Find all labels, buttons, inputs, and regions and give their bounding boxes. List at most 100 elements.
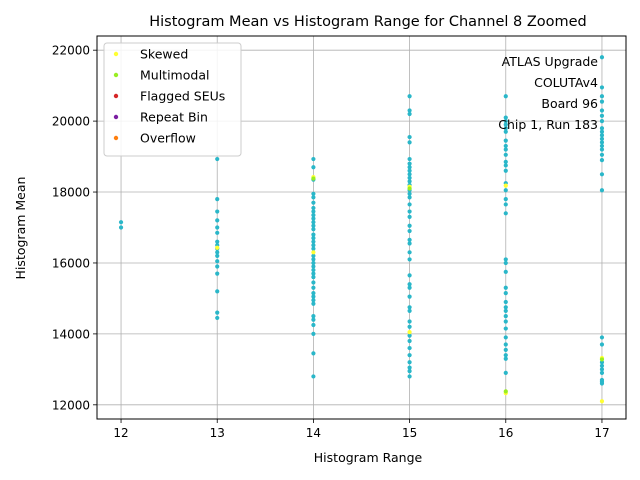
y-tick-label: 20000: [52, 115, 90, 129]
x-tick-label: 16: [498, 426, 513, 440]
data-point: [503, 314, 508, 319]
data-point: [503, 159, 508, 164]
data-point: [311, 216, 316, 221]
annotation-line: ATLAS Upgrade: [502, 54, 599, 69]
data-point: [503, 163, 508, 168]
data-point: [407, 168, 412, 173]
plot-frame: [96, 35, 627, 420]
y-axis-label: Histogram Mean: [13, 177, 28, 280]
x-axis-label: Histogram Range: [314, 450, 423, 465]
data-point: [503, 122, 508, 127]
y-tick-label: 16000: [52, 256, 90, 270]
x-tick-label: 15: [402, 426, 417, 440]
data-point: [599, 399, 605, 404]
data-point: [215, 230, 220, 235]
data-point: [311, 294, 316, 299]
data-point: [407, 161, 412, 166]
data-point: [311, 205, 316, 211]
data-point: [407, 223, 412, 228]
data-point: [503, 152, 508, 157]
x-tick-label: 12: [113, 426, 128, 440]
data-point: [407, 345, 412, 351]
data-point: [503, 319, 508, 324]
data-point: [599, 188, 605, 193]
data-point: [503, 326, 508, 331]
data-point: [407, 338, 412, 344]
data-point: [311, 220, 316, 225]
legend-marker: [113, 93, 119, 99]
data-point: [407, 209, 412, 214]
x-tick-label: 17: [594, 426, 609, 440]
data-point: [407, 250, 412, 255]
chart-title: Histogram Mean vs Histogram Range for Ch…: [149, 14, 587, 30]
data-point: [215, 259, 220, 264]
data-point: [407, 175, 412, 180]
legend-label: Overflow: [140, 131, 196, 146]
data-point: [215, 271, 220, 276]
data-point: [407, 305, 412, 310]
data-point: [599, 108, 605, 113]
data-point: [407, 186, 412, 191]
data-point: [311, 280, 316, 285]
data-point: [503, 353, 508, 358]
y-tick-label: 18000: [52, 186, 90, 200]
x-tick-label: 14: [306, 426, 321, 440]
data-point: [407, 319, 412, 324]
legend-marker: [113, 135, 119, 141]
data-point: [599, 126, 605, 131]
data-point: [503, 119, 508, 124]
data-point: [407, 172, 412, 177]
data-point: [311, 285, 316, 290]
annotation-line: COLUTAv4: [534, 75, 598, 90]
data-point: [407, 285, 412, 290]
data-point: [599, 342, 605, 347]
legend-marker: [113, 72, 119, 78]
y-tick-label: 22000: [52, 44, 90, 58]
data-point: [503, 285, 508, 290]
data-point: [503, 291, 508, 296]
legend-marker: [113, 114, 119, 120]
data-point: [407, 165, 412, 170]
data-point: [503, 335, 508, 340]
data-point: [311, 246, 316, 251]
y-tick-label: 14000: [52, 327, 90, 341]
data-point: [215, 218, 220, 223]
data-point: [311, 275, 316, 280]
data-point: [599, 140, 605, 145]
data-point: [215, 225, 220, 230]
data-point: [407, 94, 412, 99]
data-point: [503, 115, 508, 120]
data-point: [407, 365, 412, 370]
legend-box: [103, 42, 242, 157]
data-point: [599, 152, 605, 157]
data-point: [311, 317, 316, 322]
legend-label: Multimodal: [140, 68, 209, 83]
data-point: [311, 236, 316, 241]
data-point: [503, 370, 508, 375]
data-point: [311, 271, 316, 276]
data-point: [118, 220, 124, 225]
data-point: [503, 168, 508, 173]
data-point: [407, 202, 412, 207]
legend-label: Skewed: [140, 47, 188, 62]
data-point: [407, 191, 412, 196]
data-point: [599, 119, 605, 124]
data-point: [311, 209, 316, 214]
data-point: [215, 156, 220, 162]
data-point: [215, 209, 220, 214]
data-point: [407, 195, 412, 200]
data-point: [407, 369, 412, 374]
data-point: [503, 94, 508, 99]
data-point: [311, 322, 316, 328]
data-point: [311, 223, 316, 228]
data-points: [118, 55, 605, 404]
legend: Skewed Multimodal Flagged SEUs Repeat Bin Ov…: [103, 42, 242, 157]
data-point: [599, 94, 605, 99]
data-point: [407, 353, 412, 358]
data-point: [215, 310, 220, 315]
data-point: [407, 237, 412, 243]
data-point: [407, 308, 412, 313]
data-point: [407, 140, 412, 145]
data-point: [599, 357, 605, 362]
